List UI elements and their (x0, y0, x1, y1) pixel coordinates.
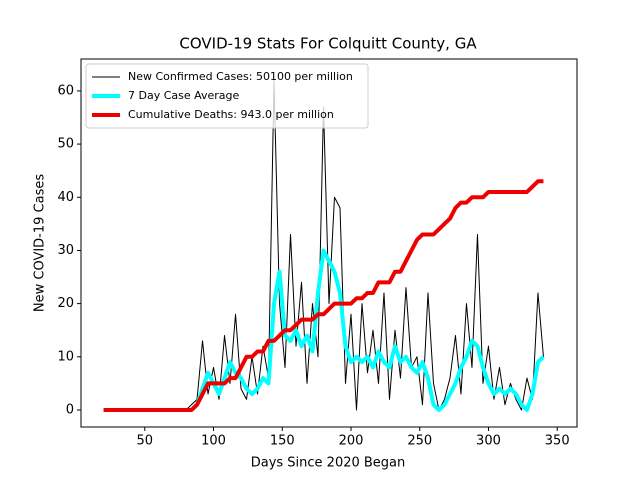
y-tick-label: 50 (57, 137, 74, 152)
x-tick-label: 100 (201, 434, 226, 449)
y-tick-label: 40 (57, 190, 74, 205)
x-tick-label: 150 (270, 434, 295, 449)
x-tick-label: 50 (137, 434, 154, 449)
series-line (103, 248, 545, 412)
series-line (103, 79, 544, 411)
y-tick-label: 30 (57, 243, 74, 258)
series-line (103, 179, 544, 412)
x-axis-label: Days Since 2020 Began (251, 456, 406, 471)
y-tick-label: 60 (57, 83, 74, 98)
y-tick-label: 10 (57, 349, 74, 364)
x-tick-label: 200 (339, 434, 364, 449)
plot-area (103, 79, 545, 412)
legend-box (85, 63, 369, 129)
y-axis-label: New COVID-19 Cases (33, 174, 48, 312)
legend-label: Cumulative Deaths: 943.0 per million (128, 108, 334, 121)
legend: New Confirmed Cases: 50100 per million 7 … (85, 63, 369, 129)
legend-label: New Confirmed Cases: 50100 per million (128, 70, 353, 83)
x-tick-label: 250 (407, 434, 432, 449)
axes-frame (80, 58, 578, 428)
x-tick-label: 350 (545, 434, 570, 449)
y-tick-label: 0 (66, 402, 74, 417)
x-tick-label: 300 (476, 434, 501, 449)
legend-label: 7 Day Case Average (128, 89, 240, 102)
chart-title: COVID-19 Stats For Colquitt County, GA (179, 35, 477, 53)
y-tick-label: 20 (57, 296, 74, 311)
